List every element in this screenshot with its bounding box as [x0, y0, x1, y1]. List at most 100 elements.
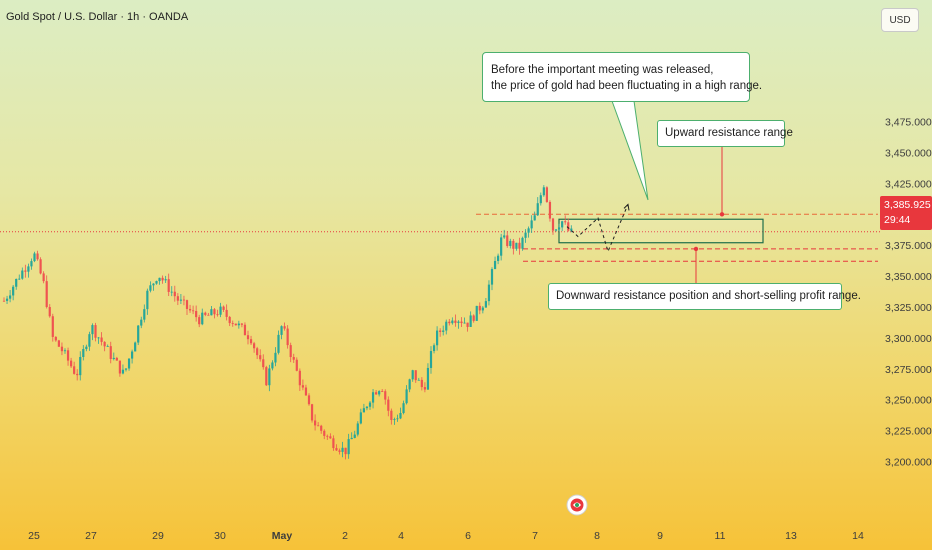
currency-badge[interactable]: USD [881, 8, 919, 32]
candle [521, 236, 524, 251]
candle [542, 185, 545, 197]
candle [442, 325, 445, 336]
candle [567, 218, 570, 232]
candle-body [76, 373, 79, 376]
candle-body [176, 296, 179, 301]
candle-body [48, 307, 51, 317]
candle [320, 424, 323, 434]
candle-body [545, 187, 548, 202]
candle-body [179, 299, 182, 301]
candle-body [82, 349, 85, 357]
candle-body [73, 366, 76, 374]
y-tick-label: 3,275.000 [885, 364, 932, 376]
main-callout-pointer [611, 100, 649, 201]
candle [533, 211, 536, 221]
candle [33, 251, 36, 263]
x-axis-labels: 25 27 29 30 May 2 4 6 7 8 9 11 13 14 [28, 530, 864, 542]
candle [88, 331, 91, 351]
candle [54, 336, 57, 342]
candle-body [57, 340, 60, 347]
candle-body [155, 281, 158, 284]
candle [173, 285, 176, 302]
candle-body [503, 235, 506, 238]
candle-body [567, 222, 570, 231]
downward-resistance-callout[interactable]: Downward resistance position and short-s… [548, 283, 861, 310]
candle-body [277, 334, 280, 353]
y-tick-label: 3,300.000 [885, 333, 932, 345]
candle [249, 335, 253, 346]
candle-body [143, 309, 146, 320]
candle-body [280, 326, 283, 335]
candles [2, 185, 573, 460]
candle-body [225, 309, 228, 317]
candle-body [234, 323, 237, 326]
candle-body [423, 387, 426, 390]
current-price-value: 3,385.925 [884, 199, 931, 211]
candle [155, 280, 158, 285]
candle [384, 389, 387, 405]
main-annotation-line-1: Before the important meeting was release… [491, 64, 714, 76]
candle-body [463, 322, 466, 324]
candle-body [469, 315, 472, 327]
candle [536, 197, 539, 216]
candle-body [405, 389, 408, 404]
candle [222, 305, 225, 313]
candle [500, 233, 503, 261]
candle [515, 242, 518, 251]
upward-connector-dot [719, 212, 725, 217]
upward-resistance-callout[interactable]: Upward resistance range [657, 120, 793, 147]
symbol-title[interactable]: Gold Spot / U.S. Dollar · 1h · OANDA [6, 11, 189, 23]
candle [359, 408, 362, 425]
candle [329, 433, 332, 439]
candle [475, 305, 478, 322]
candle [48, 304, 51, 318]
candle [393, 417, 396, 425]
candle [335, 444, 338, 452]
candle-body [21, 270, 24, 279]
candle-body [420, 379, 423, 388]
candle [201, 308, 204, 326]
y-tick-label: 3,475.000 [885, 117, 932, 129]
candle [463, 317, 466, 324]
candle-body [134, 342, 137, 352]
candle [277, 330, 280, 355]
candle-body [548, 201, 552, 219]
candle-body [524, 232, 527, 238]
candle-body [140, 319, 143, 326]
candle-body [426, 367, 430, 390]
candle-body [344, 447, 347, 455]
candle-body [378, 391, 381, 395]
candle-body [371, 392, 375, 403]
candle-body [414, 370, 417, 381]
candle-body [551, 218, 555, 231]
candle-body [100, 337, 103, 342]
candle-body [167, 279, 170, 292]
candle [301, 379, 304, 391]
candle [161, 275, 164, 284]
callout-pointers [611, 100, 725, 283]
candle-body [54, 336, 57, 341]
candle [362, 403, 365, 413]
candle [497, 253, 500, 265]
candle-body [94, 325, 97, 338]
candle [213, 308, 216, 319]
candle-body [161, 277, 164, 281]
candle-body [146, 290, 149, 310]
candle-body [253, 343, 256, 349]
candle [524, 229, 527, 243]
candle [280, 325, 283, 340]
candle-body [292, 357, 295, 360]
main-annotation-callout[interactable]: Before the important meeting was release… [482, 52, 762, 102]
candle-body [399, 413, 402, 419]
candle [36, 250, 39, 261]
candle-body [478, 305, 481, 311]
candle-body [36, 253, 39, 260]
candle-body [570, 228, 573, 231]
candle-body [18, 278, 21, 280]
candle-body [353, 434, 356, 438]
candle-body [375, 392, 378, 395]
candle-body [396, 418, 399, 420]
candle [466, 322, 469, 332]
